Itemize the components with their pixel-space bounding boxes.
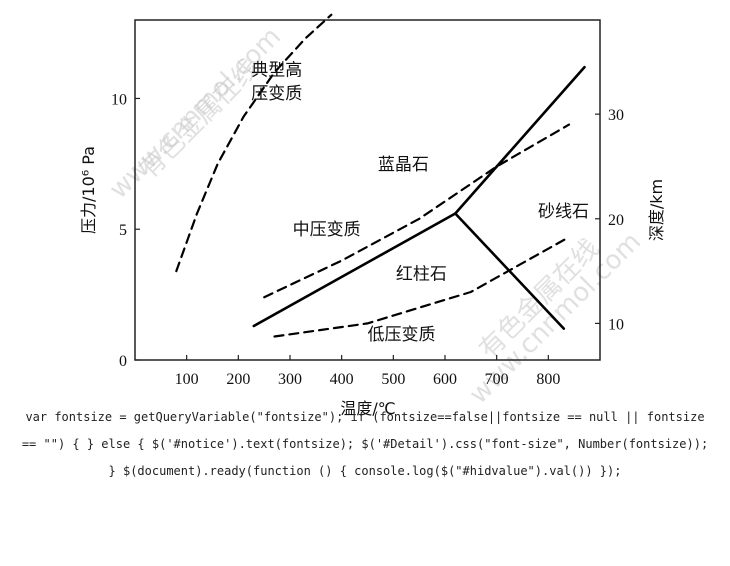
left-axis-title: 压力/10⁶ Pa — [79, 146, 98, 234]
watermark-cn: 有色金属在线 — [134, 53, 266, 185]
pt-diagram: www.cnnmol.com 有色金属在线 www.cnnmol.com 有色金… — [79, 13, 666, 418]
x-tick-label: 500 — [381, 371, 405, 388]
left-tick-label: 0 — [119, 353, 127, 370]
x-axis-ticks: 100 200 300 400 500 600 700 800 — [175, 355, 560, 388]
x-tick-label: 100 — [175, 371, 199, 388]
x-tick-label: 200 — [226, 371, 250, 388]
region-label: 典型高 — [251, 61, 302, 81]
region-label: 红柱石 — [396, 265, 447, 285]
plot-frame — [134, 19, 601, 361]
left-tick-label: 5 — [119, 222, 127, 239]
region-label: 蓝晶石 — [378, 155, 429, 175]
left-tick-label: 10 — [111, 91, 127, 108]
facies-series-dashed-line — [175, 13, 333, 273]
x-axis-title: 温度/℃ — [340, 399, 395, 418]
right-tick-label: 20 — [608, 212, 624, 229]
facies-series-dashed-line — [263, 123, 571, 299]
x-tick-label: 800 — [536, 371, 560, 388]
stability-boundary-line — [453, 65, 586, 215]
left-axis-ticks: 0 5 10 — [111, 91, 140, 370]
script-source-text: var fontsize = getQueryVariable("fontsiz… — [21, 410, 709, 478]
x-tick-label: 300 — [278, 371, 302, 388]
region-label: 低压变质 — [368, 325, 436, 345]
right-tick-label: 30 — [608, 107, 624, 124]
x-tick-label: 600 — [433, 371, 457, 388]
right-axis-ticks: 10 20 30 — [595, 107, 624, 333]
region-label: 中压变质 — [293, 220, 361, 240]
x-tick-label: 700 — [485, 371, 509, 388]
right-tick-label: 10 — [608, 316, 624, 333]
region-label: 压变质 — [251, 84, 302, 104]
phase-boundaries — [175, 13, 586, 338]
right-axis-title: 深度/km — [647, 179, 666, 241]
region-label: 砂线石 — [538, 202, 589, 222]
stability-boundary-line — [252, 212, 457, 328]
x-tick-label: 400 — [330, 371, 354, 388]
facies-series-dashed-line — [273, 236, 571, 338]
